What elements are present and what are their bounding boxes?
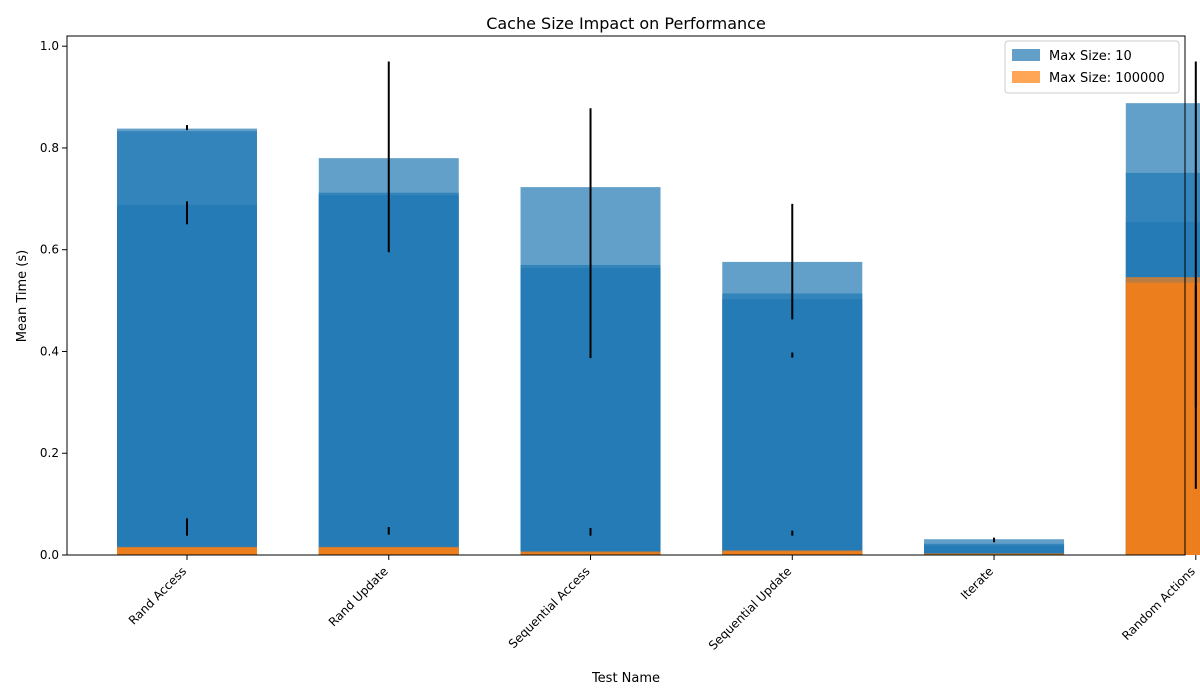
- legend-label: Max Size: 10: [1049, 49, 1132, 64]
- x-axis-label: Test Name: [591, 671, 660, 686]
- y-axis: 0.0 0.2 0.4 0.6 0.8 1.0: [40, 39, 67, 562]
- y-tick-label: 0.0: [40, 548, 59, 562]
- bar-iterate-series-1-run-3: [924, 545, 1065, 555]
- y-axis-label: Mean Time (s): [15, 250, 30, 342]
- plot-frame: [66, 35, 1186, 556]
- bar-rand-access-series-1-run-3: [117, 204, 257, 555]
- bars-layer: [117, 103, 1200, 555]
- bar-iterate-series-2-run-2: [924, 553, 1065, 555]
- bar-rand-update-series-2-run-2: [318, 547, 459, 555]
- legend-swatch: [1012, 49, 1040, 61]
- bar-rand-update-series-1-run-3: [318, 195, 459, 555]
- bar-sequential-access-series-2-run-2: [520, 552, 661, 555]
- legend-box: [1004, 40, 1180, 94]
- legend: Max Size: 10 Max Size: 100000: [1004, 40, 1180, 94]
- chart-title: Cache Size Impact on Performance: [486, 14, 766, 33]
- y-tick-label: 0.8: [40, 141, 59, 155]
- bar-sequential-update-series-1-run-3: [722, 299, 863, 555]
- y-tick-label: 0.6: [40, 243, 59, 257]
- y-tick-label: 0.4: [40, 344, 59, 358]
- bar-sequential-update-series-2-run-2: [722, 551, 863, 555]
- y-tick-label: 1.0: [40, 39, 59, 53]
- error-bars-layer: [186, 61, 1197, 543]
- bar-random-actions-series-2-run-2: [1125, 282, 1200, 555]
- legend-swatch: [1012, 71, 1040, 83]
- y-tick-label: 0.2: [40, 446, 59, 460]
- bar-rand-access-series-2-run-2: [117, 547, 257, 555]
- legend-label: Max Size: 100000: [1049, 71, 1165, 86]
